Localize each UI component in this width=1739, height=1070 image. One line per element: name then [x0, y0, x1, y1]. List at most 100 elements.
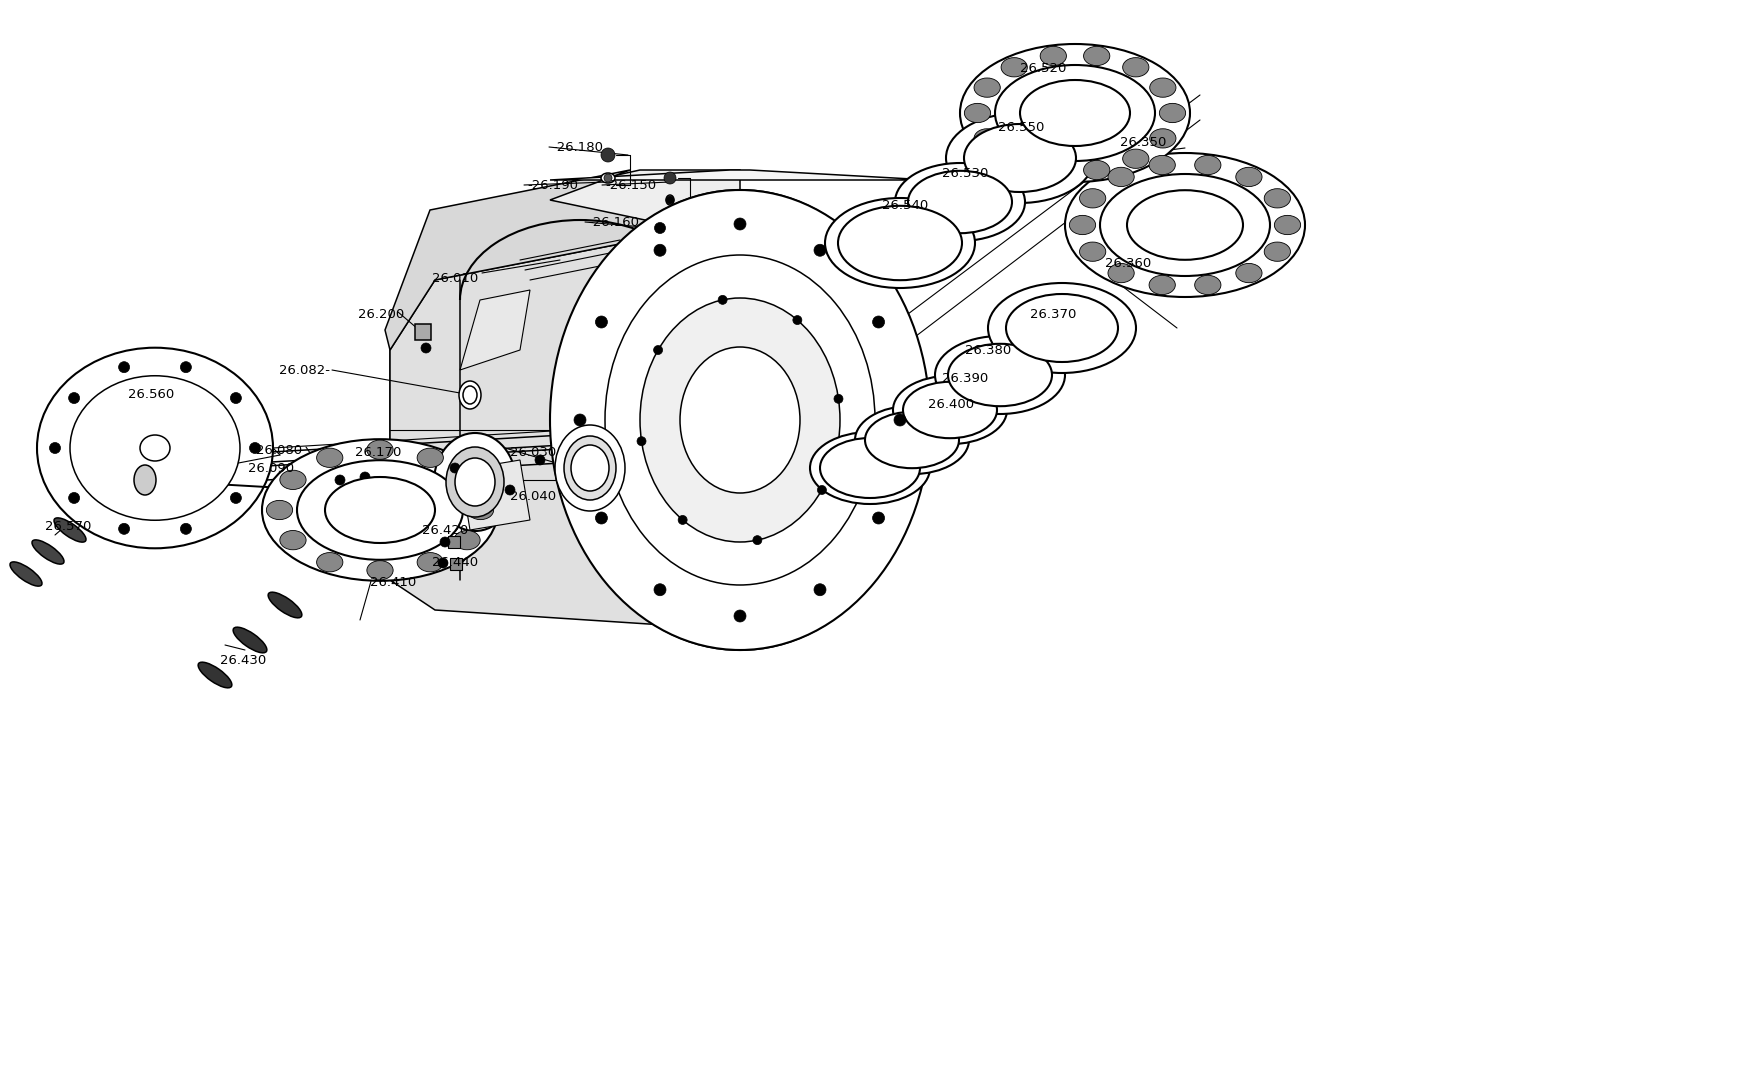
Ellipse shape	[134, 465, 157, 495]
Circle shape	[833, 395, 842, 403]
Ellipse shape	[640, 299, 840, 542]
Ellipse shape	[1273, 215, 1299, 234]
Circle shape	[753, 536, 762, 545]
Ellipse shape	[1000, 149, 1026, 168]
Polygon shape	[550, 170, 929, 180]
Circle shape	[68, 393, 80, 403]
Ellipse shape	[1195, 275, 1221, 294]
Ellipse shape	[268, 592, 301, 617]
Ellipse shape	[433, 433, 516, 531]
Circle shape	[584, 450, 595, 461]
Circle shape	[817, 486, 826, 494]
Circle shape	[534, 455, 544, 465]
Circle shape	[894, 414, 906, 426]
Ellipse shape	[70, 376, 240, 520]
Circle shape	[504, 485, 515, 495]
Ellipse shape	[960, 44, 1189, 182]
Ellipse shape	[139, 435, 170, 461]
Polygon shape	[384, 170, 739, 350]
Ellipse shape	[233, 627, 266, 653]
Circle shape	[654, 346, 663, 354]
Text: 26.040: 26.040	[510, 490, 556, 504]
Text: 26.030: 26.030	[510, 446, 556, 459]
Text: 26.370: 26.370	[1029, 307, 1076, 321]
Ellipse shape	[666, 195, 673, 205]
Circle shape	[49, 443, 61, 454]
Ellipse shape	[1040, 46, 1066, 65]
Ellipse shape	[1005, 294, 1118, 362]
Ellipse shape	[316, 552, 343, 571]
Circle shape	[118, 523, 129, 534]
Circle shape	[595, 316, 607, 328]
Circle shape	[793, 316, 802, 324]
FancyBboxPatch shape	[416, 324, 431, 340]
Text: 26.170: 26.170	[355, 445, 402, 459]
Ellipse shape	[605, 255, 875, 585]
Ellipse shape	[1064, 153, 1304, 297]
Ellipse shape	[948, 343, 1052, 407]
Ellipse shape	[54, 518, 85, 542]
Ellipse shape	[1149, 78, 1176, 97]
Text: -26.150: -26.150	[605, 179, 656, 192]
Polygon shape	[459, 460, 530, 530]
Circle shape	[871, 513, 883, 524]
Text: 26.410: 26.410	[370, 576, 416, 589]
Circle shape	[600, 148, 614, 162]
Ellipse shape	[1148, 275, 1174, 294]
Ellipse shape	[553, 190, 927, 649]
Circle shape	[230, 492, 242, 504]
Circle shape	[421, 343, 431, 353]
Text: 26.420: 26.420	[423, 523, 468, 536]
Ellipse shape	[198, 662, 231, 688]
Ellipse shape	[995, 65, 1155, 160]
Ellipse shape	[1264, 242, 1290, 261]
Ellipse shape	[1108, 167, 1134, 186]
Circle shape	[654, 223, 664, 233]
Ellipse shape	[1078, 242, 1106, 261]
Text: -26.160: -26.160	[588, 215, 638, 229]
Text: 26.520: 26.520	[1019, 61, 1066, 75]
Ellipse shape	[367, 561, 393, 580]
Ellipse shape	[459, 381, 480, 409]
Ellipse shape	[1000, 58, 1026, 77]
Ellipse shape	[454, 531, 480, 550]
Ellipse shape	[838, 205, 962, 280]
Ellipse shape	[680, 347, 800, 493]
Ellipse shape	[553, 193, 927, 647]
Text: 26.560: 26.560	[129, 388, 174, 401]
Text: 26.350: 26.350	[1120, 136, 1165, 149]
Circle shape	[734, 610, 746, 622]
Text: 26.400: 26.400	[927, 398, 974, 412]
Polygon shape	[390, 240, 739, 630]
Ellipse shape	[1158, 104, 1184, 123]
Ellipse shape	[417, 552, 443, 571]
Ellipse shape	[1108, 263, 1134, 282]
Ellipse shape	[263, 439, 497, 581]
Circle shape	[438, 557, 447, 568]
Ellipse shape	[603, 151, 612, 159]
Ellipse shape	[31, 540, 64, 564]
Ellipse shape	[1083, 160, 1109, 180]
Ellipse shape	[864, 412, 958, 469]
Text: 26.570: 26.570	[45, 520, 92, 534]
Ellipse shape	[1019, 80, 1129, 146]
Circle shape	[249, 443, 261, 454]
Ellipse shape	[563, 435, 616, 500]
Ellipse shape	[367, 440, 393, 459]
Circle shape	[595, 513, 607, 524]
Circle shape	[230, 393, 242, 403]
Ellipse shape	[550, 190, 929, 649]
Ellipse shape	[974, 128, 1000, 148]
Ellipse shape	[454, 458, 494, 506]
Ellipse shape	[1148, 155, 1174, 174]
Ellipse shape	[1235, 263, 1261, 282]
Ellipse shape	[468, 501, 494, 520]
Circle shape	[678, 516, 687, 524]
Circle shape	[181, 523, 191, 534]
Polygon shape	[390, 170, 739, 480]
Ellipse shape	[1195, 155, 1221, 174]
Text: 26.550: 26.550	[998, 121, 1043, 134]
FancyBboxPatch shape	[447, 536, 459, 548]
Circle shape	[360, 472, 370, 482]
Circle shape	[654, 584, 666, 596]
